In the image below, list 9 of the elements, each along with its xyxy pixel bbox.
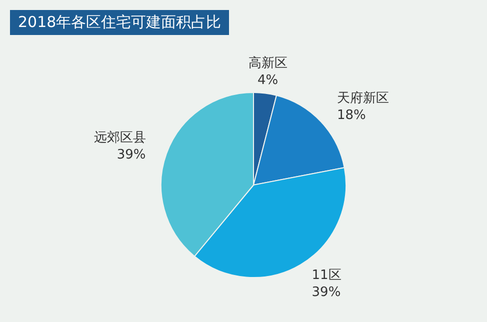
slice-label: 11区	[312, 268, 342, 283]
slice-label: 高新区	[248, 54, 288, 71]
chart-title: 2018年各区住宅可建面积占比	[10, 10, 230, 35]
slice-label: 远郊区县	[94, 130, 146, 146]
data-label: 18%	[336, 108, 366, 123]
data-label: 39%	[116, 148, 146, 163]
data-label: 39%	[312, 284, 341, 300]
slice-label: 天府新区	[336, 90, 389, 106]
data-label: 4%	[258, 72, 278, 88]
